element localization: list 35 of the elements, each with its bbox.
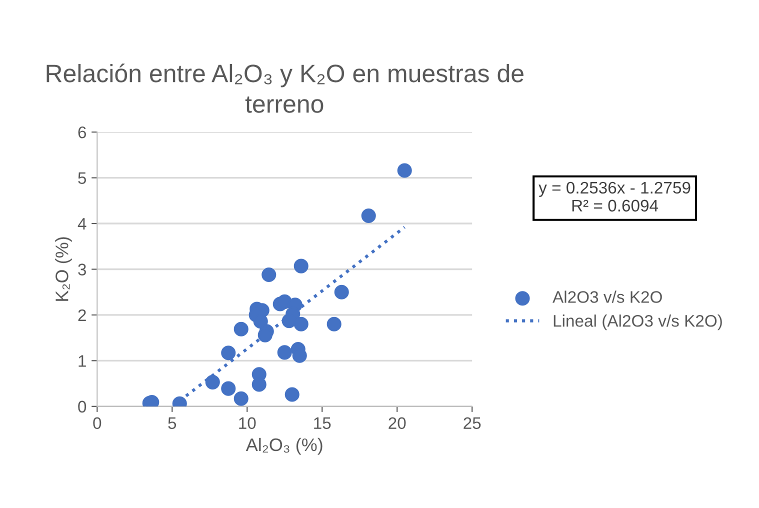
y-axis-title: K₂O (%)	[55, 237, 72, 301]
point	[284, 387, 300, 402]
point	[277, 345, 292, 360]
y-tick-label: 5	[78, 172, 86, 184]
point	[282, 314, 296, 328]
legend-label: Lineal (Al2O3 v/s K2O)	[554, 314, 722, 330]
y-tick-label: 4	[78, 218, 86, 230]
chart-title: Relación entre Al₂O₃ y K₂O en muestras de terreno	[46, 64, 524, 113]
point	[262, 267, 276, 282]
point	[234, 322, 248, 336]
x-tick-label: 5	[168, 417, 176, 430]
x-axis-title: Al₂O₃ (%)	[246, 438, 322, 455]
point	[221, 346, 236, 360]
text: y = 0.2536x - 1.2759 R² = 0.6094	[538, 182, 690, 212]
x-tick-label: 15	[314, 417, 331, 430]
point	[221, 381, 236, 396]
x-tick-label: 10	[239, 417, 256, 430]
y-tick-label: 6	[78, 126, 86, 138]
y-tick-label: 0	[78, 400, 86, 413]
point	[205, 374, 220, 390]
point	[294, 258, 308, 274]
point	[326, 316, 342, 332]
point	[294, 316, 308, 332]
legend-label: Al2O3 v/s K2O	[552, 290, 662, 303]
y-tick-label: 3	[78, 264, 86, 276]
x-tick-label: 0	[93, 417, 102, 430]
point	[397, 163, 412, 178]
point	[252, 377, 266, 392]
point	[361, 208, 376, 224]
y-tick-label: 2	[78, 309, 86, 321]
x-tick-label: 20	[388, 417, 406, 430]
x-tick-label: 25	[464, 417, 481, 430]
y-tick-label: 1	[78, 355, 86, 367]
point	[334, 284, 349, 300]
point	[234, 391, 248, 406]
